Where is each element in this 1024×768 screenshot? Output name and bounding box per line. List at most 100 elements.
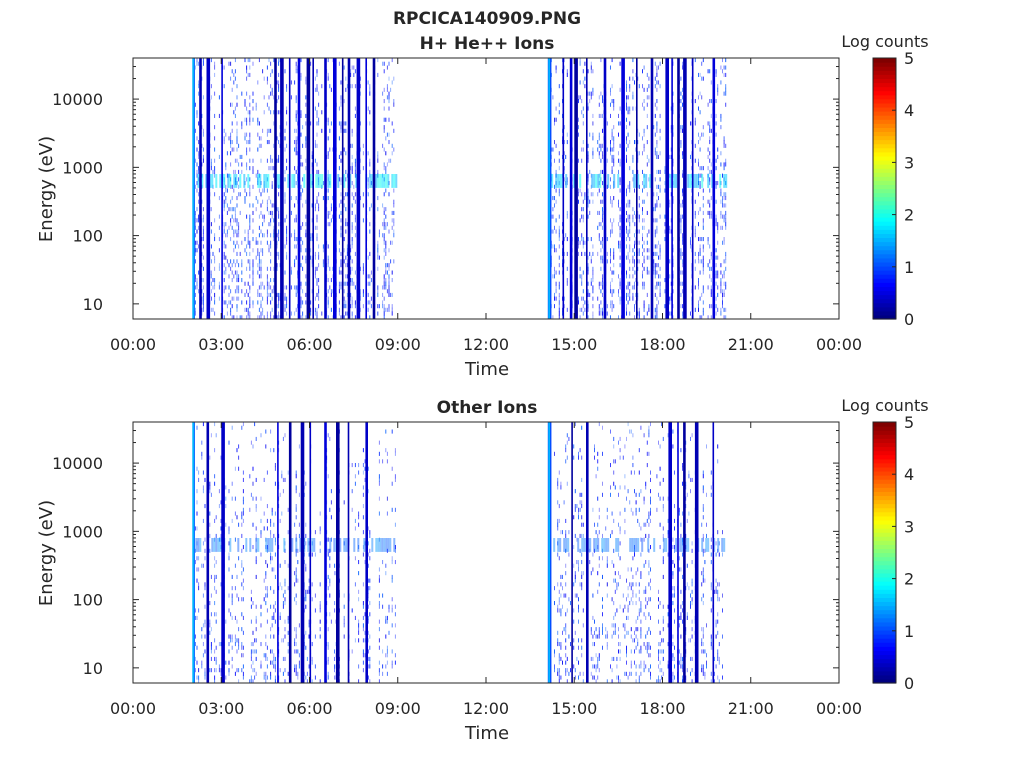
count-cell (611, 292, 613, 297)
count-cell (659, 266, 661, 271)
count-cell (298, 444, 300, 449)
count-cell (698, 255, 699, 260)
count-cell (725, 214, 727, 219)
count-cell (316, 121, 318, 126)
count-cell (610, 463, 611, 468)
count-cell (220, 671, 222, 676)
count-cell (362, 485, 364, 490)
count-cell (255, 237, 257, 242)
count-cell (340, 225, 342, 230)
count-cell (258, 315, 260, 319)
count-cell (610, 196, 611, 201)
count-cell (284, 177, 286, 182)
count-cell (680, 281, 682, 286)
count-cell (672, 91, 674, 96)
count-cell (282, 604, 284, 609)
count-cell (638, 251, 640, 256)
count-cell (554, 244, 555, 249)
count-cell (316, 214, 318, 219)
energy-band-cell (561, 174, 564, 188)
energy-band-cell (199, 538, 202, 552)
count-cell (305, 597, 307, 602)
count-cell (602, 481, 603, 486)
count-cell (613, 140, 615, 145)
energy-band-cell (321, 174, 324, 188)
count-cell (565, 563, 567, 568)
count-cell (314, 140, 316, 145)
count-cell (314, 158, 316, 163)
intense-stripe (569, 58, 573, 319)
count-cell (656, 244, 658, 249)
count-cell (210, 593, 212, 598)
count-cell (626, 645, 627, 650)
count-cell (266, 608, 268, 613)
count-cell (300, 162, 302, 167)
count-cell (598, 556, 600, 561)
count-cell (196, 425, 198, 430)
count-cell (343, 237, 345, 242)
count-cell (598, 630, 600, 635)
count-cell (364, 612, 366, 617)
count-cell (618, 158, 619, 163)
count-cell (314, 76, 316, 81)
count-cell (579, 188, 581, 193)
count-cell (226, 304, 228, 309)
count-cell (202, 278, 204, 283)
count-cell (557, 526, 559, 531)
count-cell (613, 304, 615, 309)
count-cell (589, 169, 591, 174)
intense-stripe (586, 58, 588, 319)
count-cell (637, 154, 639, 159)
count-cell (329, 582, 331, 587)
intense-stripe (621, 58, 625, 319)
count-cell (578, 192, 579, 197)
count-cell (627, 214, 629, 219)
count-cell (710, 128, 712, 133)
count-cell (310, 61, 312, 66)
count-cell (346, 292, 348, 297)
count-cell (383, 207, 385, 212)
count-cell (393, 222, 395, 227)
count-cell (244, 102, 246, 107)
count-cell (598, 95, 600, 100)
count-cell (242, 645, 244, 650)
count-cell (343, 619, 345, 624)
count-cell (369, 586, 371, 591)
count-cell (635, 619, 637, 624)
count-cell (233, 259, 235, 264)
count-cell (351, 244, 353, 249)
count-cell (642, 102, 643, 107)
count-cell (385, 429, 387, 434)
energy-band-cell (287, 174, 290, 188)
count-cell (260, 266, 262, 271)
count-cell (276, 292, 278, 297)
count-cell (274, 660, 276, 665)
count-cell (568, 530, 570, 535)
count-cell (369, 110, 371, 115)
count-cell (268, 292, 270, 297)
count-cell (595, 668, 597, 673)
count-cell (707, 166, 709, 171)
count-cell (284, 589, 286, 594)
count-cell (613, 158, 615, 163)
count-cell (242, 422, 244, 427)
count-cell (295, 117, 297, 122)
count-cell (282, 656, 284, 661)
count-cell (209, 455, 211, 460)
count-cell (241, 563, 243, 568)
count-cell (364, 653, 366, 658)
count-cell (198, 608, 200, 613)
count-cell (597, 656, 599, 661)
count-cell (595, 474, 597, 479)
count-cell (562, 630, 563, 635)
count-cell (231, 121, 233, 126)
count-cell (558, 229, 560, 234)
count-cell (210, 274, 212, 279)
count-cell (358, 515, 360, 520)
count-cell (310, 307, 312, 312)
count-cell (214, 300, 216, 305)
colorbar-segment (873, 286, 896, 292)
count-cell (581, 638, 583, 643)
count-cell (611, 511, 613, 516)
energy-band-cell (557, 174, 560, 188)
